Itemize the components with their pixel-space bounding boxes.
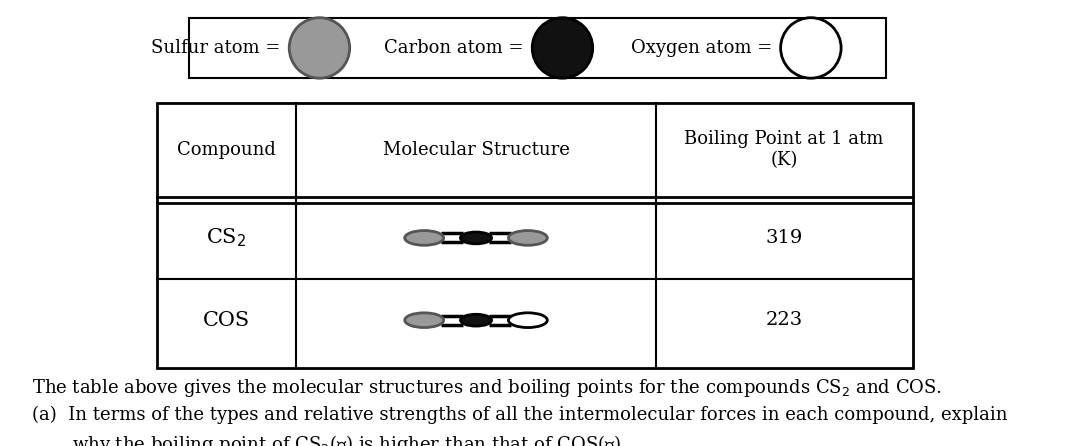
Ellipse shape	[289, 18, 350, 78]
Text: Oxygen atom =: Oxygen atom =	[631, 39, 778, 57]
Ellipse shape	[781, 18, 841, 78]
FancyBboxPatch shape	[189, 18, 886, 78]
Text: Carbon atom =: Carbon atom =	[384, 39, 529, 57]
Text: Boiling Point at 1 atm
(K): Boiling Point at 1 atm (K)	[685, 130, 883, 169]
Text: Compound: Compound	[177, 140, 276, 159]
Ellipse shape	[405, 313, 444, 327]
FancyBboxPatch shape	[157, 103, 913, 368]
Text: why the boiling point of CS$_2$(ℓ) is higher than that of COS(ℓ).: why the boiling point of CS$_2$(ℓ) is hi…	[32, 433, 627, 446]
Ellipse shape	[460, 232, 491, 244]
Text: Molecular Structure: Molecular Structure	[382, 140, 569, 159]
Ellipse shape	[405, 231, 444, 245]
Ellipse shape	[460, 314, 491, 326]
Ellipse shape	[509, 231, 548, 245]
Text: 319: 319	[766, 229, 802, 247]
Text: COS: COS	[203, 311, 251, 330]
Text: CS$_2$: CS$_2$	[206, 227, 246, 249]
Text: Sulfur atom =: Sulfur atom =	[151, 39, 286, 57]
Text: The table above gives the molecular structures and boiling points for the compou: The table above gives the molecular stru…	[32, 377, 943, 399]
Text: (a)  In terms of the types and relative strengths of all the intermolecular forc: (a) In terms of the types and relative s…	[32, 406, 1008, 424]
Ellipse shape	[532, 18, 593, 78]
Text: 223: 223	[766, 311, 802, 329]
Ellipse shape	[509, 313, 548, 327]
